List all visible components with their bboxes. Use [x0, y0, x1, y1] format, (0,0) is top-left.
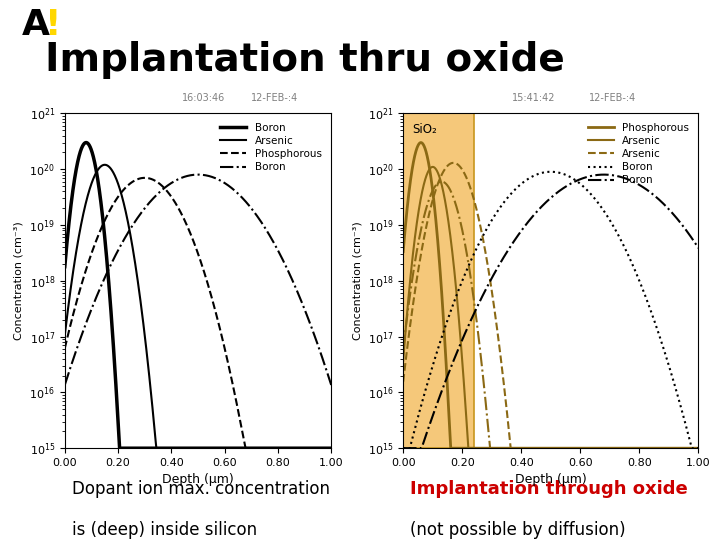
Text: 15:41:42: 15:41:42	[513, 93, 556, 103]
Text: 12-FEB-:4: 12-FEB-:4	[251, 93, 299, 103]
Text: 16:03:46: 16:03:46	[182, 93, 225, 103]
Text: Dopant ion max. concentration: Dopant ion max. concentration	[72, 480, 330, 497]
Text: SiO₂: SiO₂	[412, 124, 437, 137]
Y-axis label: Concentration (cm⁻³): Concentration (cm⁻³)	[14, 221, 24, 340]
Text: 12-FEB-:4: 12-FEB-:4	[589, 93, 636, 103]
X-axis label: Depth (μm): Depth (μm)	[515, 474, 587, 487]
Text: is (deep) inside silicon: is (deep) inside silicon	[72, 521, 257, 539]
Text: (not possible by diffusion): (not possible by diffusion)	[410, 521, 626, 539]
Y-axis label: Concentration (cm⁻³): Concentration (cm⁻³)	[352, 221, 362, 340]
Legend: Boron, Arsenic, Phosphorous, Boron: Boron, Arsenic, Phosphorous, Boron	[216, 119, 326, 177]
Legend: Phosphorous, Arsenic, Arsenic, Boron, Boron: Phosphorous, Arsenic, Arsenic, Boron, Bo…	[583, 119, 693, 190]
Bar	[403, 113, 474, 448]
X-axis label: Depth (μm): Depth (μm)	[162, 474, 234, 487]
Text: !: !	[45, 8, 62, 42]
Text: Implantation through oxide: Implantation through oxide	[410, 480, 688, 497]
Text: Implantation thru oxide: Implantation thru oxide	[45, 41, 564, 79]
Text: A: A	[22, 8, 50, 42]
